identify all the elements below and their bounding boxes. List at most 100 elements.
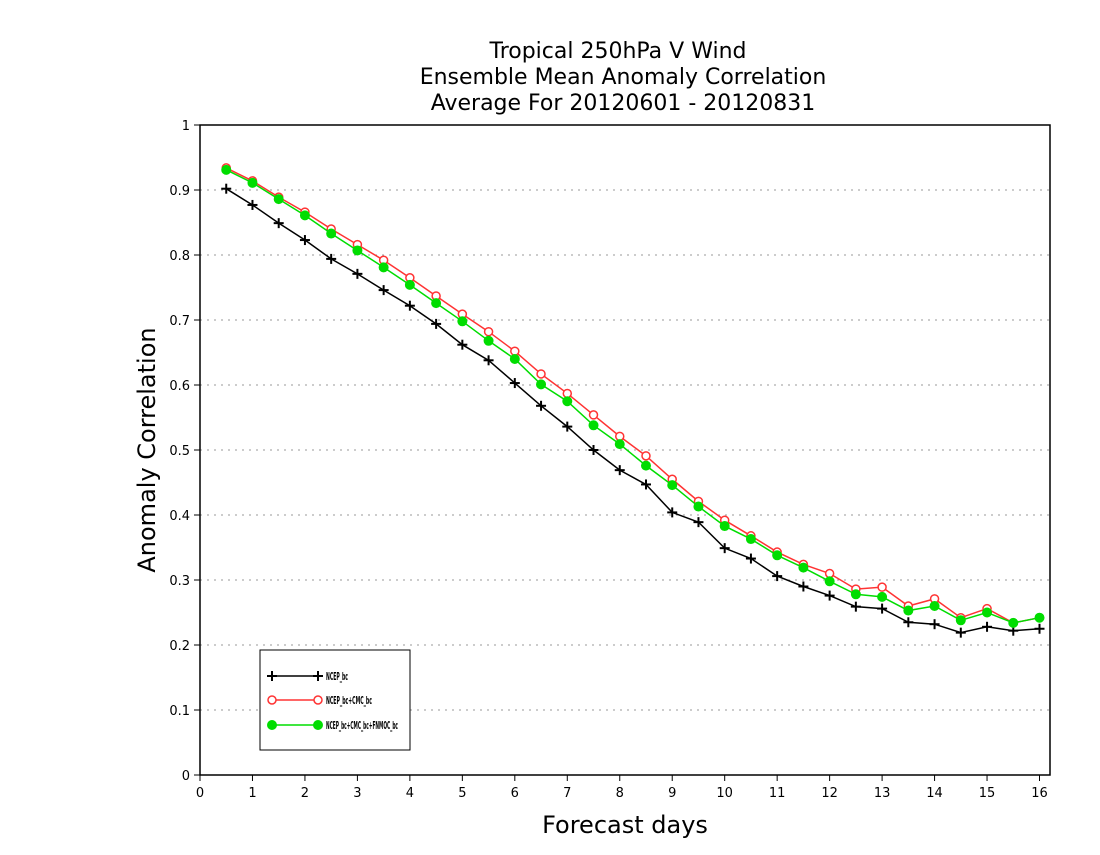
data-point bbox=[378, 285, 389, 296]
y-tick-label: 0.4 bbox=[169, 509, 190, 524]
data-point bbox=[798, 581, 809, 592]
legend-label: NCEP_bc+CMC_bc bbox=[326, 694, 372, 707]
data-point bbox=[614, 439, 625, 450]
data-point bbox=[588, 420, 599, 431]
data-point bbox=[509, 354, 520, 364]
series-lines bbox=[221, 163, 1045, 638]
data-point bbox=[850, 601, 861, 612]
y-tick-label: 0.2 bbox=[169, 639, 190, 654]
series-line bbox=[225, 167, 1040, 624]
data-point bbox=[352, 245, 363, 256]
y-tick-label: 0.9 bbox=[169, 184, 190, 199]
x-tick-label: 3 bbox=[353, 786, 361, 801]
data-point bbox=[877, 591, 888, 602]
data-point bbox=[221, 183, 232, 194]
data-point bbox=[640, 479, 651, 490]
x-axis-label: Forecast days bbox=[542, 811, 708, 839]
data-point bbox=[693, 501, 704, 512]
data-point bbox=[378, 262, 389, 273]
series-2 bbox=[221, 164, 1045, 628]
x-tick-label: 2 bbox=[301, 786, 309, 801]
y-tick-label: 0.3 bbox=[169, 574, 190, 589]
y-axis-ticks: 0 0.1 0.2 0.3 0.4 0.5 0.6 0.7 0.8 0.9 1 bbox=[169, 119, 200, 784]
x-tick-label: 4 bbox=[406, 786, 414, 801]
data-point bbox=[772, 550, 783, 561]
y-axis-label: Anomaly Correlation bbox=[133, 327, 161, 572]
data-point bbox=[299, 235, 310, 246]
y-tick-label: 0.6 bbox=[169, 379, 190, 394]
data-point bbox=[824, 576, 835, 587]
title-line-2: Ensemble Mean Anomaly Correlation bbox=[420, 65, 827, 90]
data-point bbox=[431, 318, 442, 329]
y-tick-label: 0.1 bbox=[169, 704, 190, 719]
data-point bbox=[352, 268, 363, 279]
legend-entry-1: NCEP_bc+CMC_bc bbox=[267, 694, 372, 707]
data-point bbox=[719, 521, 730, 532]
data-point bbox=[955, 627, 966, 638]
data-point bbox=[588, 445, 599, 455]
data-point bbox=[247, 177, 258, 188]
y-tick-label: 0.8 bbox=[169, 249, 190, 264]
x-tick-label: 10 bbox=[716, 786, 733, 801]
x-axis-ticks: 0 1 2 3 4 5 6 7 8 9 10 11 12 13 14 15 16 bbox=[196, 775, 1048, 801]
series-0 bbox=[221, 183, 1045, 638]
data-point bbox=[483, 355, 494, 366]
data-point bbox=[745, 553, 756, 564]
data-point bbox=[693, 517, 704, 528]
legend-marker bbox=[313, 671, 323, 681]
data-point bbox=[667, 507, 678, 518]
data-point bbox=[326, 253, 337, 264]
y-tick-label: 0.7 bbox=[169, 314, 190, 329]
x-tick-label: 1 bbox=[248, 786, 256, 801]
title-line-1: Tropical 250hPa V Wind bbox=[488, 39, 746, 64]
data-point bbox=[877, 582, 887, 592]
data-point bbox=[798, 562, 809, 573]
data-point bbox=[431, 298, 442, 309]
legend-marker bbox=[267, 720, 277, 730]
legend-marker bbox=[313, 720, 323, 730]
data-point bbox=[299, 210, 310, 221]
data-point bbox=[562, 396, 573, 407]
legend-marker bbox=[267, 695, 277, 705]
legend-label: NCEP_bc+CMC_bc+FNMOC_bc bbox=[326, 719, 398, 732]
legend-entry-2: NCEP_bc+CMC_bc+FNMOC_bc bbox=[267, 719, 398, 732]
data-point bbox=[640, 460, 651, 471]
data-point bbox=[483, 335, 494, 346]
data-point bbox=[982, 607, 993, 618]
data-point bbox=[247, 199, 258, 210]
data-point bbox=[824, 590, 835, 601]
data-point bbox=[929, 619, 940, 630]
x-tick-label: 7 bbox=[563, 786, 571, 801]
x-tick-label: 14 bbox=[926, 786, 943, 801]
x-tick-label: 12 bbox=[821, 786, 838, 801]
y-tick-label: 0 bbox=[182, 769, 190, 784]
data-point bbox=[536, 379, 547, 390]
y-tick-label: 1 bbox=[182, 119, 190, 134]
data-point bbox=[1034, 612, 1045, 623]
x-tick-label: 5 bbox=[458, 786, 466, 801]
data-point bbox=[457, 339, 468, 350]
data-point bbox=[772, 571, 783, 582]
series-line bbox=[225, 169, 1040, 624]
data-point bbox=[509, 378, 520, 389]
x-tick-label: 0 bbox=[196, 786, 204, 801]
data-point bbox=[903, 605, 914, 616]
data-point bbox=[850, 589, 861, 600]
data-point bbox=[483, 326, 494, 337]
series-line bbox=[225, 188, 1040, 634]
x-tick-label: 11 bbox=[769, 786, 786, 801]
y-tick-label: 0.5 bbox=[169, 444, 190, 459]
data-point bbox=[457, 316, 468, 327]
legend: NCEP_bc NCEP_bc+CMC_bc NCEP_bc+CMC_bc+FNMO… bbox=[259, 649, 411, 751]
chart-title: Tropical 250hPa V Wind Ensemble Mean Ano… bbox=[420, 39, 827, 116]
data-point bbox=[273, 194, 284, 205]
data-point bbox=[273, 218, 284, 229]
data-point bbox=[404, 300, 415, 311]
data-point bbox=[588, 410, 599, 420]
legend-entry-0: NCEP_bc bbox=[267, 670, 348, 683]
x-tick-label: 13 bbox=[874, 786, 891, 801]
data-point bbox=[536, 400, 547, 411]
legend-marker bbox=[313, 695, 323, 705]
